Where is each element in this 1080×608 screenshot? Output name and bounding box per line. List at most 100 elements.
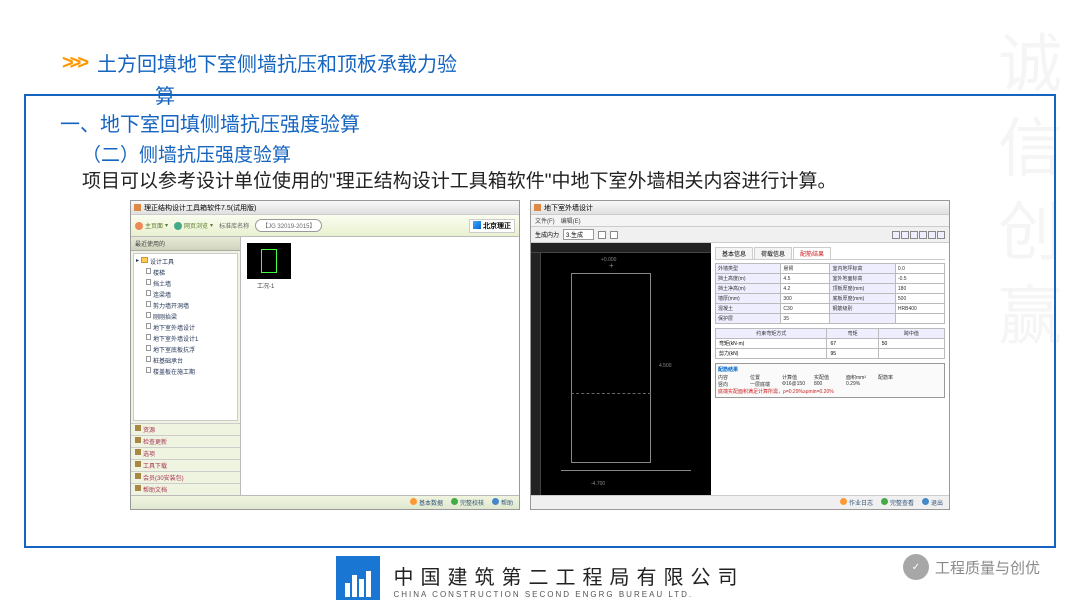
menu-file[interactable]: 文件(F) <box>535 216 555 225</box>
ruler-v <box>531 243 541 495</box>
tb-select[interactable]: 3.生成 <box>563 229 594 240</box>
titlebar[interactable]: 理正结构设计工具箱软件7.5(试用版) <box>131 201 519 215</box>
properties: 基本信息 荷载信息 配筋结果 外墙类型悬臂室内地坪标高0.0 挡土高度(m)4.… <box>711 243 949 495</box>
tb-group <box>892 231 945 239</box>
result-table: 约束弯矩方式弯矩跨中值 弯矩(kN·m)6750 剪力(kN)95 <box>715 328 945 359</box>
wall-line <box>571 393 651 394</box>
sb-link[interactable]: 选项 <box>131 447 240 459</box>
menu-edit[interactable]: 编辑(E) <box>561 216 581 225</box>
statusbar: 基本数据 完整校核 帮助 <box>131 495 519 509</box>
tb-icon[interactable] <box>901 231 909 239</box>
sidebar-head: 最近使用的 <box>131 237 240 251</box>
toolbar-home[interactable]: 主页面▾ <box>135 221 168 230</box>
app-icon <box>534 204 541 211</box>
window-right: 地下室外墙设计 文件(F) 编辑(E) 生成内力 3.生成 <box>530 200 950 510</box>
status-btn[interactable]: 帮助 <box>492 498 513 507</box>
dim: 4.500 <box>659 363 672 369</box>
dim: -4.700 <box>591 481 605 487</box>
tb-icon[interactable] <box>892 231 900 239</box>
footer-en: CHINA CONSTRUCTION SECOND ENGRG BUREAU L… <box>394 590 745 599</box>
ground-line <box>561 470 691 471</box>
tab[interactable]: 荷载信息 <box>754 247 792 259</box>
res-title: 配筋结果 <box>718 366 942 373</box>
tb-icon[interactable] <box>598 231 606 239</box>
toolbar-web[interactable]: 网页浏览▾ <box>174 221 213 230</box>
home-icon <box>135 222 143 230</box>
title-line2: 算 <box>155 80 175 109</box>
status-btn[interactable]: 完整校核 <box>451 498 484 507</box>
status-btn[interactable]: 基本数据 <box>410 498 443 507</box>
statusbar: 作业日志 完整查看 退出 <box>531 495 949 509</box>
section-title: 一、地下室回填侧墙抗压强度验算 <box>60 108 360 137</box>
logo-lizheng: 北京理正 <box>469 219 515 233</box>
status-btn[interactable]: 退出 <box>922 498 943 507</box>
toolbar: 主页面▾ 网页浏览▾ 标准库名称 【JG 32019-2015】 北京理正 <box>131 215 519 237</box>
tree-item[interactable]: 桩基础承台 <box>136 355 235 366</box>
header: >>> 土方回填地下室侧墙抗压和顶板承载力验 <box>62 52 457 78</box>
titlebar[interactable]: 地下室外墙设计 <box>531 201 949 215</box>
tree-root[interactable]: ▸设计工具 <box>136 256 235 267</box>
tree-item[interactable]: 地下室外墙设计1 <box>136 333 235 344</box>
tree-item[interactable]: 楼盖板在施工期 <box>136 366 235 377</box>
status-btn[interactable]: 完整查看 <box>881 498 914 507</box>
tree[interactable]: ▸设计工具 楼梯 挡土墙 连梁墙 剪力墙开洞墙 刚刚抬梁 地下室外墙设计 地下室… <box>133 253 238 421</box>
tree-item[interactable]: 楼梯 <box>136 267 235 278</box>
status-btn[interactable]: 作业日志 <box>840 498 873 507</box>
tree-item[interactable]: 地下室外墙设计 <box>136 322 235 333</box>
sb-link[interactable]: 检查更新 <box>131 435 240 447</box>
window-title: 地下室外墙设计 <box>544 203 593 213</box>
input-label: 标准库名称 <box>219 221 249 230</box>
tree-item[interactable]: 刚刚抬梁 <box>136 311 235 322</box>
sb-link[interactable]: 资源 <box>131 423 240 435</box>
dim: +0.000 <box>601 257 616 263</box>
tb-icon[interactable] <box>928 231 936 239</box>
tb-icon[interactable] <box>910 231 918 239</box>
tab-active[interactable]: 配筋结果 <box>793 247 831 259</box>
main-area: 最近使用的 ▸设计工具 楼梯 挡土墙 连梁墙 剪力墙开洞墙 刚刚抬梁 地下室外墙… <box>131 237 519 495</box>
tb-icon[interactable] <box>937 231 945 239</box>
cad-view[interactable]: + +0.000 4.500 -4.700 <box>531 243 711 495</box>
result-box: 配筋结果 内容位置计算值实配值面积mm²配筋率 竖向一层底端Φ16@150800… <box>715 363 945 398</box>
wall-rect <box>571 273 651 463</box>
content[interactable]: 工况-1 <box>241 237 519 495</box>
tab[interactable]: 基本信息 <box>715 247 753 259</box>
standard-input[interactable]: 【JG 32019-2015】 <box>255 219 322 232</box>
tb-icon[interactable] <box>610 231 618 239</box>
globe-icon <box>174 222 182 230</box>
tree-item[interactable]: 剪力墙开洞墙 <box>136 300 235 311</box>
section-sub: （二）侧墙抗压强度验算 <box>82 140 291 167</box>
app-icon <box>134 204 141 211</box>
sb-link[interactable]: 帮助文档 <box>131 483 240 495</box>
thumb-label: 工况-1 <box>257 281 274 290</box>
wm-text: 工程质量与创优 <box>935 557 1040 578</box>
sidebar-bottom: 资源 检查更新 选项 工具下载 会员(30安装包) 帮助文档 <box>131 423 240 495</box>
title-line1: 土方回填地下室侧墙抗压和顶板承载力验 <box>97 52 457 78</box>
footer-text: 中国建筑第二工程局有限公司 CHINA CONSTRUCTION SECOND … <box>394 561 745 599</box>
res-head: 内容位置计算值实配值面积mm²配筋率 <box>718 374 942 381</box>
thumbnail[interactable] <box>247 243 291 279</box>
toolbar: 生成内力 3.生成 <box>531 227 949 243</box>
cscec-logo <box>336 560 380 600</box>
param-table: 外墙类型悬臂室内地坪标高0.0 挡土高度(m)4.5室外地面标高-0.5 挡土净… <box>715 263 945 324</box>
sb-link[interactable]: 工具下载 <box>131 459 240 471</box>
menubar: 文件(F) 编辑(E) <box>531 215 949 227</box>
sb-link[interactable]: 会员(30安装包) <box>131 471 240 483</box>
tree-item[interactable]: 连梁墙 <box>136 289 235 300</box>
screenshots: 理正结构设计工具箱软件7.5(试用版) 主页面▾ 网页浏览▾ 标准库名称 【JG… <box>130 200 950 510</box>
tree-item[interactable]: 挡土墙 <box>136 278 235 289</box>
window-title: 理正结构设计工具箱软件7.5(试用版) <box>144 203 256 213</box>
watermark: ✓ 工程质量与创优 <box>903 554 1040 580</box>
slide: 诚信创赢 >>> 土方回填地下室侧墙抗压和顶板承载力验 算 一、地下室回填侧墙抗… <box>0 0 1080 608</box>
tb-icon[interactable] <box>919 231 927 239</box>
res-note: 底端实配面积满足计算所需，ρ=0.29%≥ρmin=0.20% <box>718 388 942 395</box>
sidebar: 最近使用的 ▸设计工具 楼梯 挡土墙 连梁墙 剪力墙开洞墙 刚刚抬梁 地下室外墙… <box>131 237 241 495</box>
body-text: 项目可以参考设计单位使用的"理正结构设计工具箱软件"中地下室外墙相关内容进行计算… <box>82 166 837 193</box>
wm-icon: ✓ <box>903 554 929 580</box>
tree-item[interactable]: 地下室底板抗浮 <box>136 344 235 355</box>
tb-label: 生成内力 <box>535 230 559 239</box>
chevron-icon: >>> <box>62 52 85 75</box>
window-left: 理正结构设计工具箱软件7.5(试用版) 主页面▾ 网页浏览▾ 标准库名称 【JG… <box>130 200 520 510</box>
ruler-h <box>531 243 711 253</box>
footer-cn: 中国建筑第二工程局有限公司 <box>394 561 745 590</box>
folder-icon <box>141 257 148 263</box>
